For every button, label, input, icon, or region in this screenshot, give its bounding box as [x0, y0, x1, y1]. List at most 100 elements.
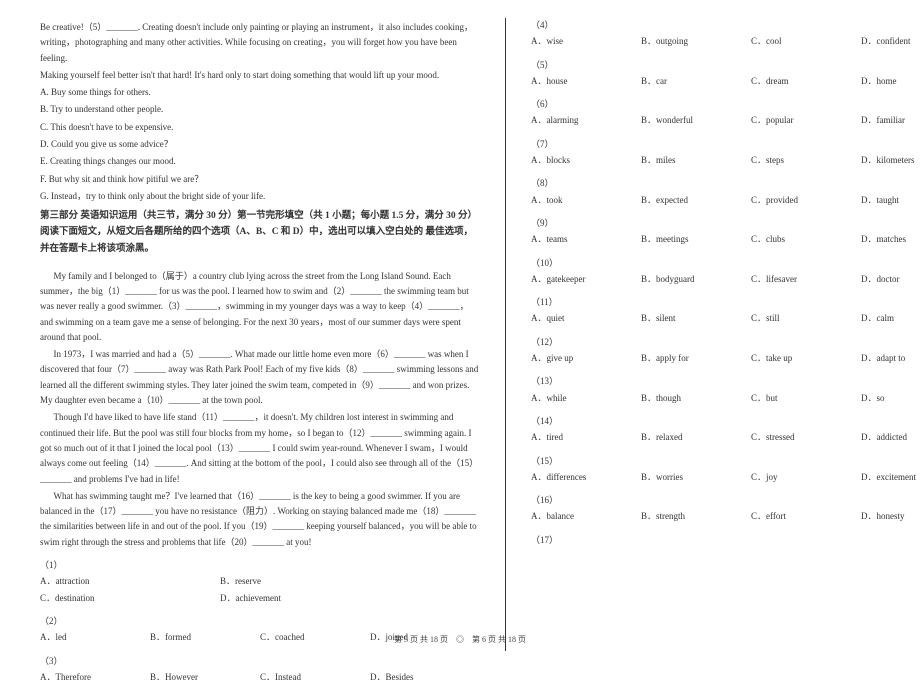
q1-d: D．achievement — [220, 591, 400, 606]
q11-a: A．quiet — [531, 311, 641, 326]
q15-d: D．excitement — [861, 470, 920, 485]
q5-d: D．home — [861, 74, 920, 89]
q8-num: （8） — [531, 176, 920, 191]
q7-a: A．blocks — [531, 153, 641, 168]
q6-a: A．alarming — [531, 113, 641, 128]
passage-p4: What has swimming taught me？I've learned… — [40, 489, 480, 550]
q6-b: B．wonderful — [641, 113, 751, 128]
q7-d: D．kilometers — [861, 153, 920, 168]
q6-d: D．familiar — [861, 113, 920, 128]
q9-num: （9） — [531, 216, 920, 231]
q12-num: （12） — [531, 335, 920, 350]
q14-d: D．addicted — [861, 430, 920, 445]
q7-b: B．miles — [641, 153, 751, 168]
q13-d: D．so — [861, 391, 920, 406]
q1-row1: A．attractionB．reserve — [40, 574, 480, 589]
q15-c: C．joy — [751, 470, 861, 485]
option-e: E. Creating things changes our mood. — [40, 154, 480, 169]
q14-b: B．relaxed — [641, 430, 751, 445]
option-b: B. Try to understand other people. — [40, 102, 480, 117]
q1-c: C．destination — [40, 591, 220, 606]
q14-num: （14） — [531, 414, 920, 429]
q11-b: B．silent — [641, 311, 751, 326]
q12-row: A．give upB．apply forC．take upD．adapt to — [531, 351, 920, 366]
q17-num: （17） — [531, 533, 920, 548]
q16-b: B．strength — [641, 509, 751, 524]
q10-c: C．lifesaver — [751, 272, 861, 287]
q11-row: A．quietB．silentC．stillD．calm — [531, 311, 920, 326]
q1-row2: C．destinationD．achievement — [40, 591, 480, 606]
q8-row: A．tookB．expectedC．providedD．taught — [531, 193, 920, 208]
q16-row: A．balanceB．strengthC．effortD．honesty — [531, 509, 920, 524]
q8-b: B．expected — [641, 193, 751, 208]
q12-b: B．apply for — [641, 351, 751, 366]
q6-num: （6） — [531, 97, 920, 112]
q15-num: （15） — [531, 454, 920, 469]
page-footer: 第 5 页 共 18 页 ◎ 第 6 页 共 18 页 — [0, 634, 920, 645]
q8-c: C．provided — [751, 193, 861, 208]
q5-row: A．houseB．carC．dreamD．home — [531, 74, 920, 89]
q10-a: A．gatekeeper — [531, 272, 641, 287]
q16-c: C．effort — [751, 509, 861, 524]
intro-text-2: Making yourself feel better isn't that h… — [40, 68, 480, 83]
q14-c: C．stressed — [751, 430, 861, 445]
q5-c: C．dream — [751, 74, 861, 89]
q9-row: A．teamsB．meetingsC．clubsD．matches — [531, 232, 920, 247]
q7-row: A．blocksB．milesC．stepsD．kilometers — [531, 153, 920, 168]
q6-c: C．popular — [751, 113, 861, 128]
q4-b: B．outgoing — [641, 34, 751, 49]
q15-b: B．worries — [641, 470, 751, 485]
q14-a: A．tired — [531, 430, 641, 445]
passage-p2: In 1973，I was married and had a（5）______… — [40, 347, 480, 408]
q12-a: A．give up — [531, 351, 641, 366]
q4-a: A．wise — [531, 34, 641, 49]
q9-d: D．matches — [861, 232, 920, 247]
q8-a: A．took — [531, 193, 641, 208]
q3-a: A．Therefore — [40, 670, 150, 685]
option-a: A. Buy some things for others. — [40, 85, 480, 100]
q10-d: D．doctor — [861, 272, 920, 287]
q3-c: C．Instead — [260, 670, 370, 685]
q3-b: B．However — [150, 670, 260, 685]
q4-c: C．cool — [751, 34, 861, 49]
q9-a: A．teams — [531, 232, 641, 247]
q12-d: D．adapt to — [861, 351, 920, 366]
q11-c: C．still — [751, 311, 861, 326]
q11-d: D．calm — [861, 311, 920, 326]
option-g: G. Instead，try to think only about the b… — [40, 189, 480, 204]
q5-num: （5） — [531, 58, 920, 73]
q4-row: A．wiseB．outgoingC．coolD．confident — [531, 34, 920, 49]
q15-row: A．differencesB．worriesC．joyD．excitement — [531, 470, 920, 485]
q9-b: B．meetings — [641, 232, 751, 247]
q13-num: （13） — [531, 374, 920, 389]
q1-a: A．attraction — [40, 574, 220, 589]
q13-c: C．but — [751, 391, 861, 406]
q10-row: A．gatekeeperB．bodyguardC．lifesaverD．doct… — [531, 272, 920, 287]
q1-b: B．reserve — [220, 574, 400, 589]
q4-num: （4） — [531, 18, 920, 33]
q10-num: （10） — [531, 256, 920, 271]
q3-row: A．ThereforeB．HoweverC．InsteadD．Besides — [40, 670, 480, 685]
option-f: F. But why sit and think how pitiful we … — [40, 172, 480, 187]
q2-num: （2） — [40, 614, 480, 629]
q16-d: D．honesty — [861, 509, 920, 524]
q1-num: （1） — [40, 558, 480, 573]
q13-a: A．while — [531, 391, 641, 406]
option-c: C. This doesn't have to be expensive. — [40, 120, 480, 135]
q4-d: D．confident — [861, 34, 920, 49]
q3-num: （3） — [40, 654, 480, 669]
section-heading: 第三部分 英语知识运用（共三节，满分 30 分）第一节完形填空（共 1 小题；每… — [40, 208, 480, 256]
passage-p1: My family and I belonged to（属于）a country… — [40, 269, 480, 345]
q8-d: D．taught — [861, 193, 920, 208]
q16-num: （16） — [531, 493, 920, 508]
q12-c: C．take up — [751, 351, 861, 366]
q7-c: C．steps — [751, 153, 861, 168]
q9-c: C．clubs — [751, 232, 861, 247]
q11-num: （11） — [531, 295, 920, 310]
q10-b: B．bodyguard — [641, 272, 751, 287]
q6-row: A．alarmingB．wonderfulC．popularD．familiar — [531, 113, 920, 128]
q7-num: （7） — [531, 137, 920, 152]
intro-text-1: Be creative!（5）_______. Creating doesn't… — [40, 20, 480, 66]
q15-a: A．differences — [531, 470, 641, 485]
q5-a: A．house — [531, 74, 641, 89]
